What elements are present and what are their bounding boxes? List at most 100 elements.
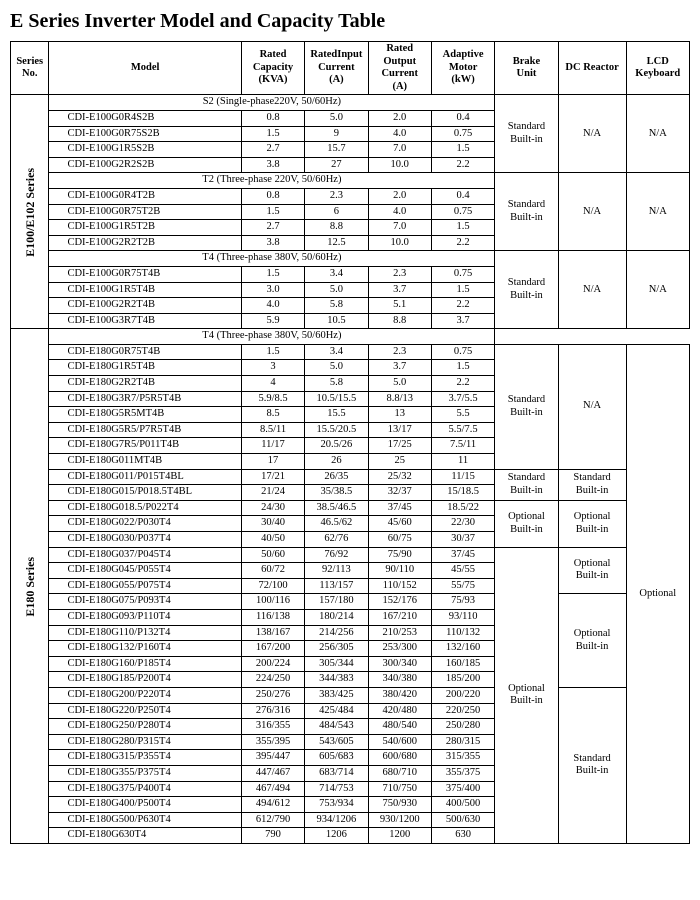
cell: 75/90	[368, 547, 431, 563]
cell: CDI-E180G400/P500T4	[49, 797, 241, 813]
cell: 160/185	[431, 656, 494, 672]
cell: 934/1206	[305, 812, 368, 828]
cell: 5.5	[431, 407, 494, 423]
cell: 1206	[305, 828, 368, 844]
cell: 680/710	[368, 765, 431, 781]
cell: CDI-E180G045/P055T4	[49, 563, 241, 579]
cell: 62/76	[305, 532, 368, 548]
cell: 5.9	[241, 313, 304, 329]
cell: 17/21	[241, 469, 304, 485]
cell: OptionalBuilt-in	[495, 500, 558, 547]
cell: T2 (Three-phase 220V, 50/60Hz)	[49, 173, 495, 189]
cell: CDI-E100G1R5T4B	[49, 282, 241, 298]
cell: 316/355	[241, 719, 304, 735]
cell: N/A	[626, 95, 689, 173]
cell: 50/60	[241, 547, 304, 563]
cell: 46.5/62	[305, 516, 368, 532]
hdr-brake: BrakeUnit	[495, 42, 558, 95]
cell: 167/210	[368, 609, 431, 625]
cell: 55/75	[431, 578, 494, 594]
cell: 22/30	[431, 516, 494, 532]
cell: 3.7	[368, 360, 431, 376]
cell: 8.8	[368, 313, 431, 329]
cell: 10.0	[368, 235, 431, 251]
cell: CDI-E180G093/P110T4	[49, 609, 241, 625]
hdr-in: RatedInputCurrent(A)	[305, 42, 368, 95]
cell: 4.0	[241, 298, 304, 314]
cell: CDI-E180G185/P200T4	[49, 672, 241, 688]
cell: 7.0	[368, 220, 431, 236]
cell: 3.7	[431, 313, 494, 329]
cell: CDI-E180G250/P280T4	[49, 719, 241, 735]
cell: 37/45	[368, 500, 431, 516]
cell: N/A	[558, 173, 626, 251]
cell: 4	[241, 376, 304, 392]
hdr-motor: AdaptiveMotor(kW)	[431, 42, 494, 95]
cell: Optional	[626, 344, 689, 843]
cell: 26/35	[305, 469, 368, 485]
cell: 2.7	[241, 142, 304, 158]
cell: 425/484	[305, 703, 368, 719]
cell: 200/224	[241, 656, 304, 672]
cell: 18.5/22	[431, 500, 494, 516]
cell: 630	[431, 828, 494, 844]
cell: S2 (Single-phase220V, 50/60Hz)	[49, 95, 495, 111]
cell: 220/250	[431, 703, 494, 719]
cell: 480/540	[368, 719, 431, 735]
cell: 395/447	[241, 750, 304, 766]
cell: 340/380	[368, 672, 431, 688]
hdr-kva: RatedCapacity(KVA)	[241, 42, 304, 95]
cell: CDI-E180G018.5/P022T4	[49, 500, 241, 516]
cell: 113/157	[305, 578, 368, 594]
cell: 0.4	[431, 188, 494, 204]
cell: CDI-E180G5R5/P7R5T4B	[49, 422, 241, 438]
cell: 110/152	[368, 578, 431, 594]
cell: CDI-E180G015/P018.5T4BL	[49, 485, 241, 501]
cell: 2.3	[305, 188, 368, 204]
cell: 355/375	[431, 765, 494, 781]
cell: 224/250	[241, 672, 304, 688]
cell: 26	[305, 454, 368, 470]
cell: CDI-E100G1R5T2B	[49, 220, 241, 236]
cell: 24/30	[241, 500, 304, 516]
hdr-series: SeriesNo.	[11, 42, 49, 95]
cell: CDI-E180G375/P400T4	[49, 781, 241, 797]
cell: 2.0	[368, 188, 431, 204]
cell: 2.2	[431, 298, 494, 314]
cell: 8.8/13	[368, 391, 431, 407]
table-row: CDI-E180G037/P045T450/6076/9275/9037/45O…	[11, 547, 690, 563]
cell: 8.5/11	[241, 422, 304, 438]
cell: CDI-E100G0R75T2B	[49, 204, 241, 220]
cell: OptionalBuilt-in	[558, 594, 626, 688]
cell: CDI-E180G030/P037T4	[49, 532, 241, 548]
cell: 2.3	[368, 344, 431, 360]
cell: CDI-E180G055/P075T4	[49, 578, 241, 594]
cell: CDI-E100G2R2T2B	[49, 235, 241, 251]
cell: 8.8	[305, 220, 368, 236]
cell: 400/500	[431, 797, 494, 813]
cell: 3	[241, 360, 304, 376]
table-row: CDI-E180G0R75T4B1.53.42.30.75StandardBui…	[11, 344, 690, 360]
page-title: E Series Inverter Model and Capacity Tab…	[10, 10, 690, 33]
cell: 30/37	[431, 532, 494, 548]
cell: 5.0	[368, 376, 431, 392]
cell: CDI-E180G500/P630T4	[49, 812, 241, 828]
cell: 540/600	[368, 734, 431, 750]
cell: StandardBuilt-in	[495, 173, 558, 251]
cell: CDI-E180G3R7/P5R5T4B	[49, 391, 241, 407]
cell: 790	[241, 828, 304, 844]
cell: N/A	[626, 173, 689, 251]
cell: 25/32	[368, 469, 431, 485]
cell: CDI-E180G220/P250T4	[49, 703, 241, 719]
cell: StandardBuilt-in	[558, 469, 626, 500]
cell: CDI-E180G075/P093T4	[49, 594, 241, 610]
cell: 40/50	[241, 532, 304, 548]
cell: 116/138	[241, 609, 304, 625]
cell: 0.75	[431, 344, 494, 360]
cell: 10.5/15.5	[305, 391, 368, 407]
cell: CDI-E100G0R75S2B	[49, 126, 241, 142]
cell: N/A	[558, 251, 626, 329]
cell: 1.5	[431, 282, 494, 298]
cell: 2.0	[368, 110, 431, 126]
cell: 35/38.5	[305, 485, 368, 501]
